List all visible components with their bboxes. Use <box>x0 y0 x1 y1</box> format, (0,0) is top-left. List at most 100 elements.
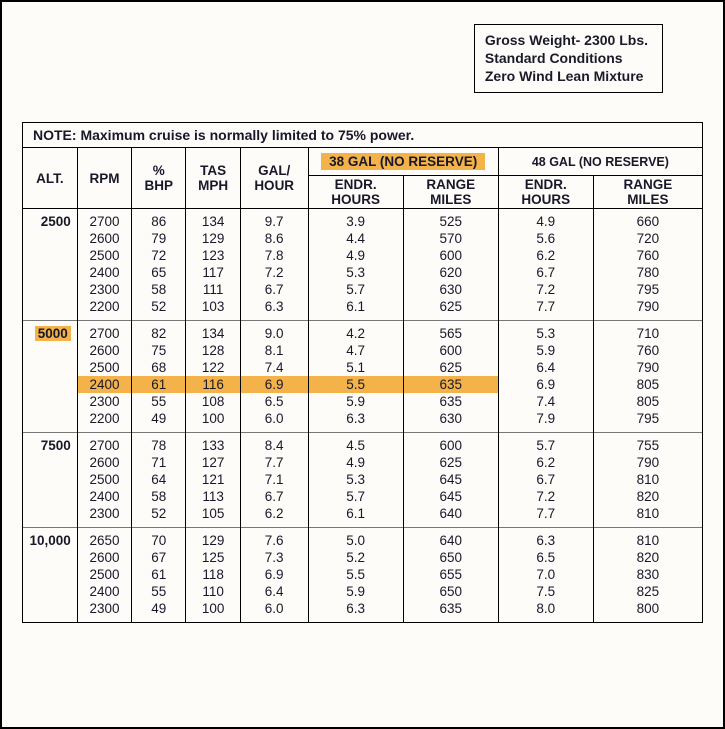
table-row: 2600791298.64.45705.6720 <box>23 230 702 247</box>
cell-bhp: 61 <box>132 376 186 393</box>
table-row: 2200521036.36.16257.7790 <box>23 298 702 321</box>
cell-e2: 4.9 <box>498 209 593 231</box>
cell-e2: 5.6 <box>498 230 593 247</box>
cell-rpm: 2200 <box>77 298 131 321</box>
cell-r2: 710 <box>593 321 702 343</box>
cell-r1: 630 <box>403 410 498 433</box>
cell-bhp: 55 <box>132 393 186 410</box>
cell-r1: 650 <box>403 549 498 566</box>
cell-bhp: 58 <box>132 281 186 298</box>
cell-e2: 8.0 <box>498 600 593 622</box>
cell-r2: 805 <box>593 393 702 410</box>
cell-gal: 7.6 <box>240 528 308 550</box>
conditions-line-2: Standard Conditions <box>485 49 648 67</box>
table-row: 2600671257.35.26506.5820 <box>23 549 702 566</box>
table-row: 75002700781338.44.56005.7755 <box>23 433 702 455</box>
cell-bhp: 49 <box>132 410 186 433</box>
cell-rpm: 2600 <box>77 454 131 471</box>
conditions-box: Gross Weight- 2300 Lbs. Standard Conditi… <box>474 24 663 93</box>
cell-bhp: 61 <box>132 566 186 583</box>
col-endr38-header: ENDR. HOURS <box>308 176 403 209</box>
cell-r1: 640 <box>403 528 498 550</box>
cell-r2: 755 <box>593 433 702 455</box>
cell-e2: 5.3 <box>498 321 593 343</box>
cell-rpm: 2650 <box>77 528 131 550</box>
cell-r2: 790 <box>593 454 702 471</box>
cell-gal: 6.5 <box>240 393 308 410</box>
cell-r2: 720 <box>593 230 702 247</box>
cell-tas: 100 <box>186 410 240 433</box>
cell-rpm: 2400 <box>77 488 131 505</box>
cell-r1: 630 <box>403 281 498 298</box>
cell-r1: 565 <box>403 321 498 343</box>
table-row: 2500721237.84.96006.2760 <box>23 247 702 264</box>
cell-e2: 6.4 <box>498 359 593 376</box>
cell-tas: 110 <box>186 583 240 600</box>
col-range38-header: RANGE MILES <box>403 176 498 209</box>
cell-bhp: 72 <box>132 247 186 264</box>
table-row: 2400551106.45.96507.5825 <box>23 583 702 600</box>
cell-e1: 5.7 <box>308 488 403 505</box>
cell-rpm: 2700 <box>77 209 131 231</box>
cell-gal: 6.0 <box>240 410 308 433</box>
cell-r1: 640 <box>403 505 498 528</box>
cell-e2: 7.7 <box>498 505 593 528</box>
cell-gal: 8.4 <box>240 433 308 455</box>
cell-e1: 3.9 <box>308 209 403 231</box>
cell-r1: 600 <box>403 433 498 455</box>
group-38-highlight: 38 GAL (NO RESERVE) <box>321 153 485 170</box>
cell-e1: 5.9 <box>308 393 403 410</box>
cell-e2: 7.2 <box>498 488 593 505</box>
cell-rpm: 2400 <box>77 376 131 393</box>
cell-e2: 7.4 <box>498 393 593 410</box>
table-row: 2400611166.95.56356.9805 <box>23 376 702 393</box>
cell-r1: 635 <box>403 393 498 410</box>
cell-tas: 113 <box>186 488 240 505</box>
cell-e1: 6.1 <box>308 298 403 321</box>
cell-tas: 117 <box>186 264 240 281</box>
cell-e1: 5.1 <box>308 359 403 376</box>
cell-e1: 4.2 <box>308 321 403 343</box>
table-row: 2300551086.55.96357.4805 <box>23 393 702 410</box>
cell-gal: 7.8 <box>240 247 308 264</box>
cell-tas: 108 <box>186 393 240 410</box>
cell-tas: 128 <box>186 342 240 359</box>
cell-gal: 7.1 <box>240 471 308 488</box>
cell-tas: 118 <box>186 566 240 583</box>
cell-e2: 6.9 <box>498 376 593 393</box>
table-row: 2600751288.14.76005.9760 <box>23 342 702 359</box>
cell-r2: 810 <box>593 471 702 488</box>
cell-e2: 6.2 <box>498 247 593 264</box>
table-row: 2300491006.06.36358.0800 <box>23 600 702 622</box>
cell-r2: 790 <box>593 359 702 376</box>
col-alt-header: ALT. <box>23 148 77 209</box>
cell-bhp: 67 <box>132 549 186 566</box>
cell-rpm: 2300 <box>77 393 131 410</box>
cell-gal: 9.7 <box>240 209 308 231</box>
cell-gal: 6.0 <box>240 600 308 622</box>
cell-e1: 5.5 <box>308 376 403 393</box>
cell-rpm: 2600 <box>77 342 131 359</box>
cell-e2: 7.0 <box>498 566 593 583</box>
cell-tas: 123 <box>186 247 240 264</box>
cell-r2: 795 <box>593 410 702 433</box>
col-tas-header: TAS MPH <box>186 148 240 209</box>
cell-e1: 4.4 <box>308 230 403 247</box>
table-row: 2200491006.06.36307.9795 <box>23 410 702 433</box>
cell-e1: 4.9 <box>308 454 403 471</box>
table-row: 25002700861349.73.95254.9660 <box>23 209 702 231</box>
cell-e1: 5.5 <box>308 566 403 583</box>
table-row: 2500611186.95.56557.0830 <box>23 566 702 583</box>
cell-gal: 8.6 <box>240 230 308 247</box>
col-gal-header: GAL/ HOUR <box>240 148 308 209</box>
cell-r2: 800 <box>593 600 702 622</box>
cell-r1: 655 <box>403 566 498 583</box>
table-row: 2300581116.75.76307.2795 <box>23 281 702 298</box>
cell-rpm: 2300 <box>77 600 131 622</box>
table-row: 50002700821349.04.25655.3710 <box>23 321 702 343</box>
cell-r2: 810 <box>593 528 702 550</box>
cell-e2: 7.2 <box>498 281 593 298</box>
cell-gal: 7.2 <box>240 264 308 281</box>
cell-bhp: 52 <box>132 298 186 321</box>
cell-e2: 6.2 <box>498 454 593 471</box>
